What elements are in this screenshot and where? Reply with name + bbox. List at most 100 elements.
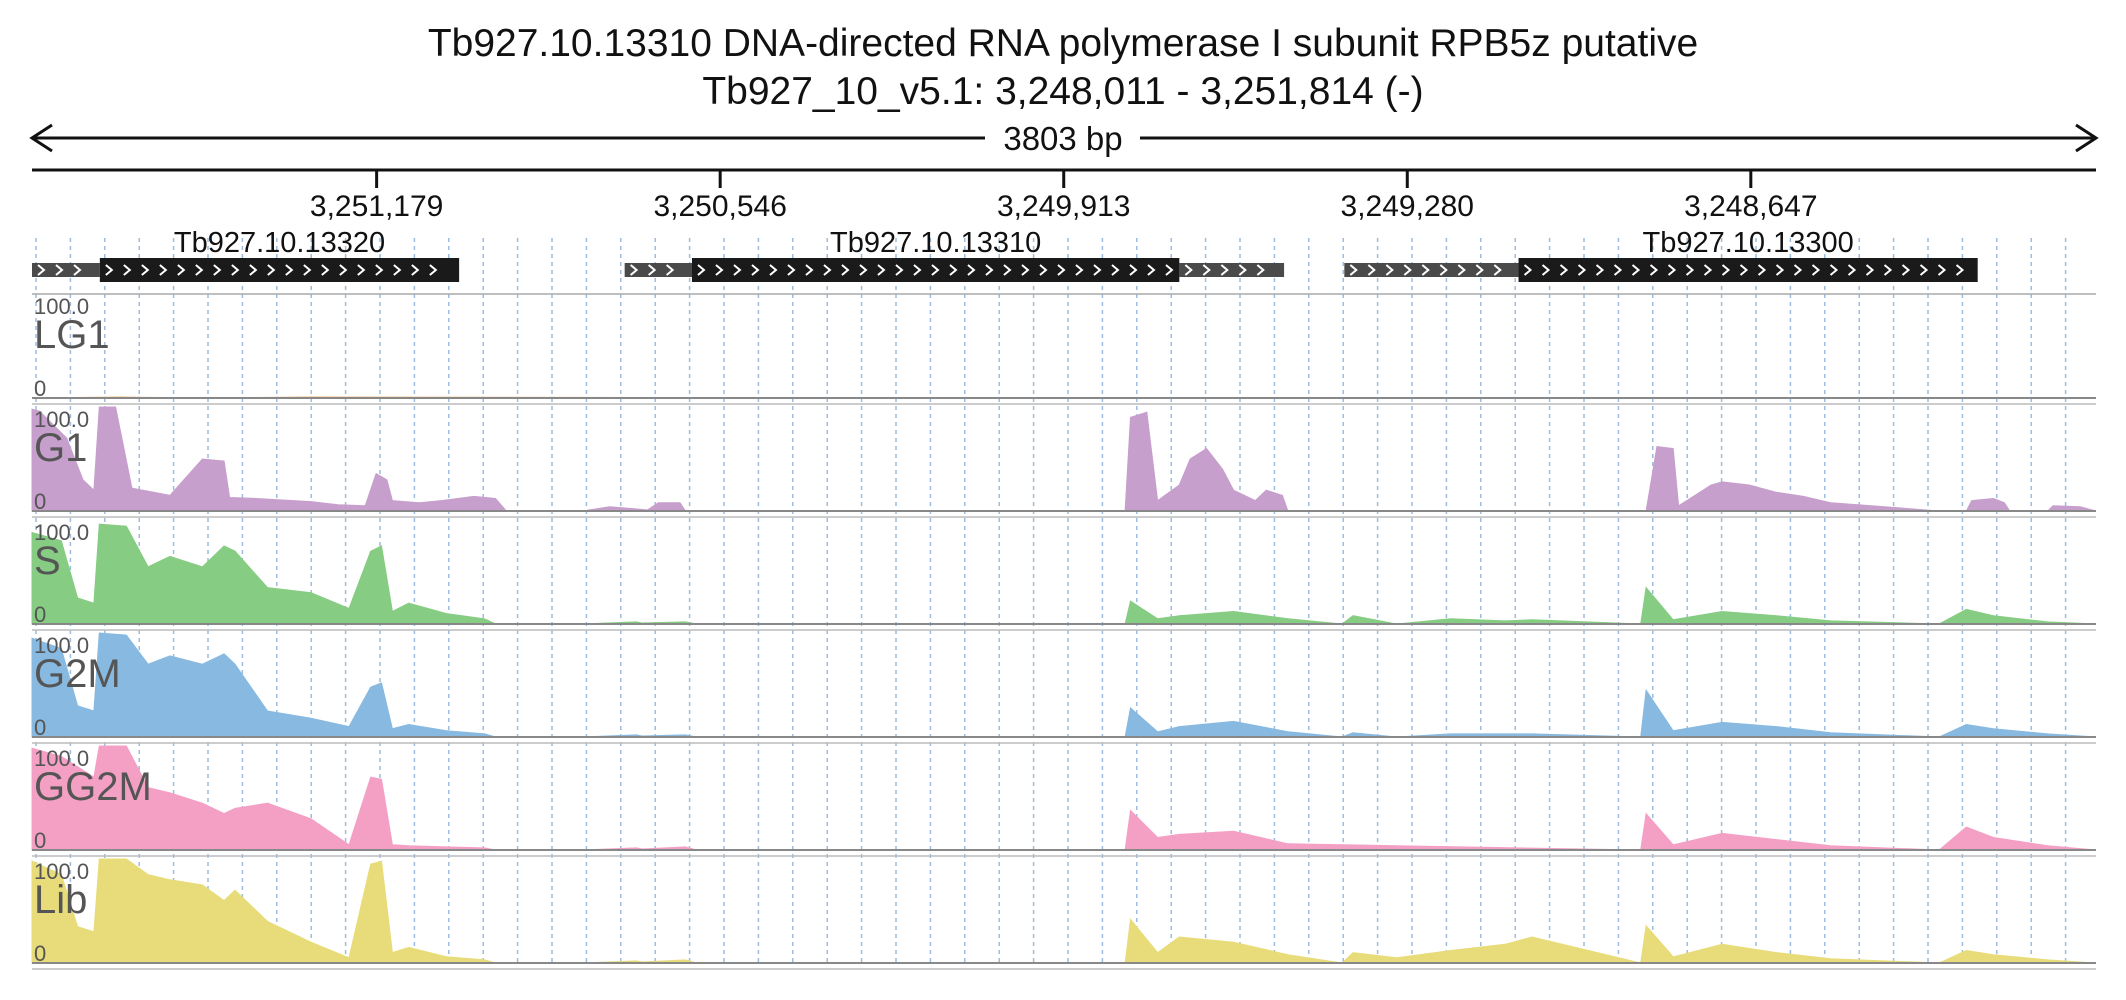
strand-chevron [1919, 264, 1929, 276]
strand-chevron [393, 264, 402, 276]
strand-chevron [1093, 264, 1102, 276]
strand-chevron [429, 264, 438, 276]
strand-chevron [357, 264, 366, 276]
gene-feature: Tb927.10.13320 [32, 227, 460, 282]
strand-chevron [913, 264, 922, 276]
strand-chevron [1475, 264, 1484, 276]
strand-chevron [1202, 264, 1211, 276]
strand-chevron [769, 264, 778, 276]
region-coordinates: Tb927_10_v5.1: 3,248,011 - 3,251,814 (-) [702, 70, 1424, 113]
strand-chevron [630, 264, 639, 276]
strand-chevron [339, 264, 348, 276]
strand-chevron [1057, 264, 1066, 276]
strand-chevron [375, 264, 384, 276]
strand-chevron [841, 264, 850, 276]
track-max-label: 100.0 [34, 294, 89, 319]
strand-chevron [1757, 264, 1767, 276]
span-indicator: 3803 bp [29, 120, 2099, 157]
strand-chevron [1421, 264, 1430, 276]
strand-chevron [321, 264, 330, 276]
gene-utr [1344, 263, 1519, 277]
track-min-label: 0 [34, 828, 46, 853]
track-min-label: 0 [34, 602, 46, 627]
strand-chevron [267, 264, 276, 276]
strand-chevron [1613, 264, 1623, 276]
coverage-area [31, 632, 2097, 738]
strand-chevron [751, 264, 760, 276]
track-min-label: 0 [34, 376, 46, 401]
track-name: Lib [34, 878, 87, 922]
strand-chevron [1685, 264, 1695, 276]
strand-chevron [1256, 264, 1265, 276]
track-min-label: 0 [34, 489, 46, 514]
gene-utr [1179, 263, 1285, 277]
strand-chevron [37, 264, 46, 276]
strand-chevron [733, 264, 742, 276]
strand-chevron [1075, 264, 1084, 276]
strand-chevron [1739, 264, 1749, 276]
coverage-area [31, 406, 2097, 512]
strand-chevron [1775, 264, 1785, 276]
strand-chevron [877, 264, 886, 276]
strand-chevron [985, 264, 994, 276]
strand-chevron [231, 264, 240, 276]
strand-chevron [1649, 264, 1659, 276]
strand-chevron [697, 264, 706, 276]
strand-chevron [195, 264, 204, 276]
strand-chevron [1220, 264, 1229, 276]
strand-chevron [55, 264, 64, 276]
track-name: GG2M [34, 765, 152, 809]
gene-cds [1518, 258, 1978, 282]
track-min-label: 0 [34, 941, 46, 966]
gene-feature: Tb927.10.13310 [624, 227, 1285, 282]
strand-chevron [1793, 264, 1803, 276]
track-max-label: 100.0 [34, 746, 89, 771]
strand-chevron [1559, 264, 1569, 276]
strand-chevron [805, 264, 814, 276]
strand-chevron [949, 264, 958, 276]
strand-chevron [1493, 264, 1502, 276]
strand-chevron [159, 264, 168, 276]
track-max-label: 100.0 [34, 633, 89, 658]
strand-chevron [1541, 264, 1551, 276]
strand-chevron [666, 264, 675, 276]
strand-chevron [105, 264, 114, 276]
strand-chevron [1811, 264, 1821, 276]
strand-chevron [285, 264, 294, 276]
gene-label: Tb927.10.13320 [174, 227, 385, 259]
coverage-track: 100.0G1 0 [31, 406, 2097, 518]
page-title: Tb927.10.13310 DNA-directed RNA polymera… [427, 22, 1699, 65]
track-name: G2M [34, 652, 121, 696]
gene-utr [624, 263, 692, 277]
strand-chevron [931, 264, 940, 276]
strand-chevron [1667, 264, 1677, 276]
strand-chevron [1457, 264, 1466, 276]
strand-chevron [1847, 264, 1857, 276]
strand-chevron [1403, 264, 1412, 276]
tick-label: 3,251,179 [310, 190, 443, 223]
strand-chevron [648, 264, 657, 276]
strand-chevron [895, 264, 904, 276]
coverage-track: 100.0S 0 [31, 520, 2097, 631]
track-max-label: 100.0 [34, 407, 89, 432]
track-max-label: 100.0 [34, 520, 89, 545]
strand-chevron [859, 264, 868, 276]
track-name: G1 [34, 426, 87, 470]
coverage-area [31, 523, 2097, 625]
grid-lines [35, 238, 2067, 962]
strand-chevron [1238, 264, 1247, 276]
track-min-label: 0 [34, 715, 46, 740]
strand-chevron [1439, 264, 1448, 276]
strand-chevron [1829, 264, 1839, 276]
tick-label: 3,249,280 [1341, 190, 1474, 223]
strand-chevron [1003, 264, 1012, 276]
gene-label: Tb927.10.13310 [830, 227, 1041, 259]
coordinate-axis: 3,251,179 3,250,546 3,249,913 3,249,280 3,24… [32, 168, 2096, 223]
coverage-area [31, 858, 2097, 964]
strand-chevron [1631, 264, 1641, 276]
track-max-label: 100.0 [34, 859, 89, 884]
strand-chevron [787, 264, 796, 276]
